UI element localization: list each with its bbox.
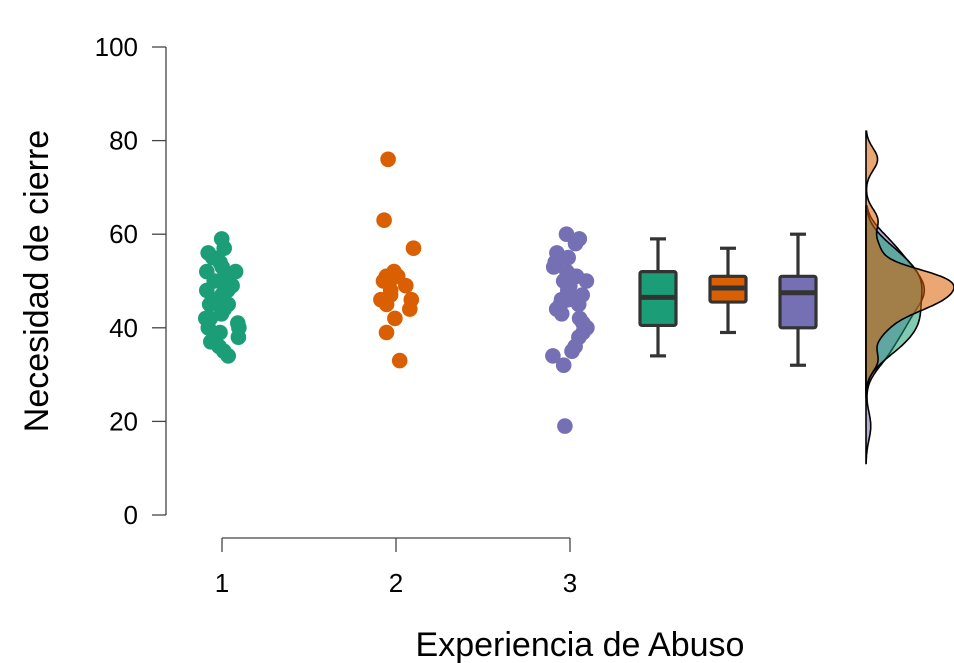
data-point <box>560 249 576 266</box>
x-axis: 1 2 3 <box>215 537 577 598</box>
data-point <box>380 151 396 168</box>
data-point <box>405 240 422 256</box>
x-axis-title: Experiencia de Abuso <box>416 626 745 663</box>
data-point <box>378 324 395 341</box>
data-point <box>376 212 392 228</box>
density-curve <box>865 130 954 399</box>
data-point <box>200 320 217 336</box>
boxplot <box>638 237 678 358</box>
data-point <box>553 306 570 322</box>
data-point <box>387 310 403 327</box>
data-point <box>220 348 236 364</box>
y-tick-label: 20 <box>109 406 138 436</box>
density-layer <box>865 130 954 465</box>
x-tick-label: 3 <box>563 568 577 598</box>
data-point <box>230 329 247 346</box>
boxplot-layer <box>638 232 818 367</box>
points-layer <box>198 151 595 434</box>
y-axis-title: Necesidad de cierre <box>18 130 56 432</box>
y-tick-label: 100 <box>95 32 138 62</box>
x-tick-label: 1 <box>215 568 229 598</box>
y-tick-label: 40 <box>109 313 138 343</box>
data-point <box>398 277 414 294</box>
data-point <box>567 235 584 252</box>
data-point <box>378 296 395 313</box>
data-point <box>545 259 562 275</box>
boxplot <box>708 246 748 335</box>
y-axis: 0 20 40 60 80 100 <box>95 32 167 530</box>
data-point <box>555 357 572 374</box>
boxplot <box>778 232 818 367</box>
data-point <box>545 348 561 364</box>
data-point <box>402 301 418 317</box>
data-point <box>391 352 408 369</box>
data-point <box>564 343 580 360</box>
data-point <box>216 240 232 256</box>
y-tick-label: 0 <box>124 500 138 530</box>
box <box>778 274 818 330</box>
data-point <box>570 296 587 313</box>
x-tick-label: 2 <box>389 568 403 598</box>
y-tick-label: 60 <box>109 219 138 249</box>
y-tick-label: 80 <box>109 126 138 156</box>
data-point <box>201 296 218 313</box>
data-point <box>578 273 595 289</box>
data-point <box>557 418 573 434</box>
